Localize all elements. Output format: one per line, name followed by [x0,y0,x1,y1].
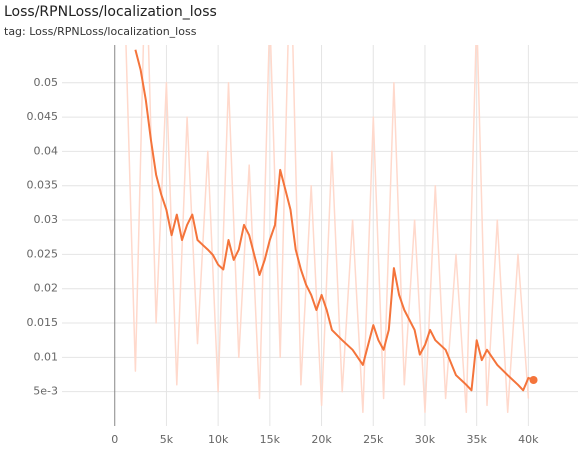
y-tick-label: 0.01 [34,350,59,363]
y-tick-label: 0.04 [34,144,59,157]
x-tick-label: 5k [160,433,174,446]
chart-subtitle: tag: Loss/RPNLoss/localization_loss [4,25,197,38]
x-tick-label: 15k [260,433,281,446]
x-tick-label: 40k [518,433,539,446]
grid [62,45,578,426]
x-tick-label: 10k [208,433,229,446]
y-tick-label: 0.045 [27,110,59,123]
plot-area [125,45,538,414]
end-point [529,376,538,385]
x-tick-label: 0 [111,433,118,446]
x-tick-label: 30k [415,433,436,446]
x-tick-label: 25k [363,433,384,446]
x-tick-label: 20k [311,433,332,446]
y-tick-label: 0.03 [34,213,59,226]
y-tick-label: 0.015 [27,316,59,329]
y-tick-label: 0.035 [27,179,59,192]
y-tick-label: 0.05 [34,76,59,89]
chart-title: Loss/RPNLoss/localization_loss [4,4,217,20]
series-line [125,45,530,414]
y-tick-label: 0.025 [27,247,59,260]
series-line [134,49,534,392]
y-tick-label: 5e-3 [33,385,58,398]
x-tick-label: 35k [466,433,487,446]
y-tick-label: 0.02 [34,282,59,295]
